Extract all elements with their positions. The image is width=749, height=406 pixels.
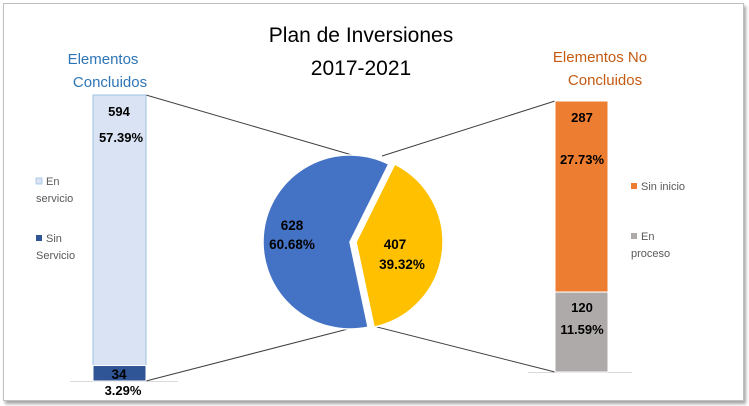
left-legend-label-0-line-1: servicio — [36, 193, 73, 205]
right-legend-swatch-0 — [631, 183, 637, 189]
right-bar-label-value-120: 120 — [571, 300, 593, 315]
right-bar-label-percent-287: 27.73% — [560, 152, 605, 167]
left-legend-label-0-line-0: En — [46, 176, 59, 188]
pie-label-percent-628: 60.68% — [269, 237, 315, 252]
left-bar-segment-594 — [92, 94, 147, 367]
chart-title-line-1: Plan de Inversiones — [269, 24, 453, 47]
left-bar-label-value-34: 34 — [111, 367, 127, 382]
connector-left-top — [145, 94, 353, 156]
right-bar-label-percent-120: 11.59% — [560, 322, 604, 337]
left-legend-swatch-1 — [36, 235, 42, 241]
connector-left-bottom — [145, 328, 349, 382]
connector-right-bottom — [372, 325, 556, 373]
pie-slice-628 — [262, 154, 390, 330]
right-legend-label-1-line-1: proceso — [631, 248, 670, 260]
left-bar — [92, 94, 147, 382]
pie-label-percent-407: 39.32% — [379, 257, 425, 272]
left-bar-label-value-594: 594 — [108, 104, 130, 119]
left-bar-heading-line-1: Elementos — [68, 51, 139, 68]
right-bar-heading-line-2: Concluidos — [568, 72, 642, 89]
data-labels: 628 60.68% 407 39.32% 594 57.39% 343.29% 287 27.… — [99, 104, 605, 398]
left-legend-label-1-line-0: Sin — [46, 233, 62, 245]
pie-label-value-407: 407 — [384, 237, 407, 252]
right-bar — [554, 100, 609, 373]
pie-slice-407 — [355, 163, 444, 328]
left-bar-label-percent-594: 57.39% — [99, 130, 144, 145]
left-legend: En servicio Sin Servicio — [35, 176, 75, 262]
left-bar-segment-34 — [92, 365, 147, 382]
left-bar-label-percent-34: 3.29% — [105, 383, 142, 398]
pie-label-value-628: 628 — [281, 218, 304, 233]
right-bar-segment-120 — [554, 291, 609, 373]
left-legend-swatch-0 — [35, 177, 43, 185]
right-legend: Sin inicio En proceso — [631, 181, 685, 260]
connector-lines — [70, 94, 632, 382]
pie — [262, 154, 444, 330]
left-legend-label-1-line-1: Servicio — [36, 250, 75, 262]
right-legend-label-0-line-0: Sin inicio — [641, 181, 685, 193]
chart-title-line-2: 2017-2021 — [311, 57, 411, 80]
right-legend-label-1-line-0: En — [641, 231, 654, 243]
right-bar-heading-line-1: Elementos No — [553, 49, 647, 66]
right-legend-swatch-1 — [631, 233, 637, 239]
right-bar-segment-287 — [554, 100, 609, 293]
connector-right-top — [381, 100, 556, 157]
right-bar-label-value-287: 287 — [571, 110, 593, 125]
left-bar-heading-line-2: Concluidos — [73, 74, 147, 91]
